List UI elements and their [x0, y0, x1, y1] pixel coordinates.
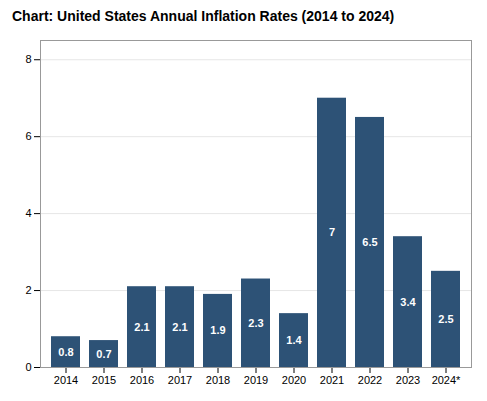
svg-text:2023: 2023 — [396, 374, 420, 386]
svg-text:2020: 2020 — [282, 374, 306, 386]
svg-text:4: 4 — [25, 207, 31, 219]
svg-text:2.1: 2.1 — [172, 321, 187, 333]
svg-text:0.7: 0.7 — [96, 348, 111, 360]
svg-text:2014: 2014 — [54, 374, 78, 386]
svg-text:1.9: 1.9 — [210, 324, 225, 336]
svg-text:7: 7 — [329, 226, 335, 238]
svg-text:2017: 2017 — [168, 374, 192, 386]
svg-text:2.3: 2.3 — [248, 317, 263, 329]
svg-text:2016: 2016 — [130, 374, 154, 386]
svg-text:6.5: 6.5 — [362, 236, 377, 248]
svg-text:2018: 2018 — [206, 374, 230, 386]
svg-text:0: 0 — [25, 361, 31, 373]
svg-text:2021: 2021 — [320, 374, 344, 386]
svg-text:2019: 2019 — [244, 374, 268, 386]
svg-text:6: 6 — [25, 130, 31, 142]
svg-text:2024*: 2024* — [432, 374, 461, 386]
svg-text:3.4: 3.4 — [400, 296, 416, 308]
svg-text:2.5: 2.5 — [438, 313, 453, 325]
svg-text:2.1: 2.1 — [134, 321, 149, 333]
svg-text:0.8: 0.8 — [58, 346, 73, 358]
svg-text:8: 8 — [25, 53, 31, 65]
svg-text:2022: 2022 — [358, 374, 382, 386]
html-text:Chart: United States Annual In: Chart: United States Annual Inflation Ra… — [12, 8, 395, 24]
svg-text:2015: 2015 — [92, 374, 116, 386]
svg-text:2: 2 — [25, 284, 31, 296]
svg-text:1.4: 1.4 — [286, 334, 302, 346]
